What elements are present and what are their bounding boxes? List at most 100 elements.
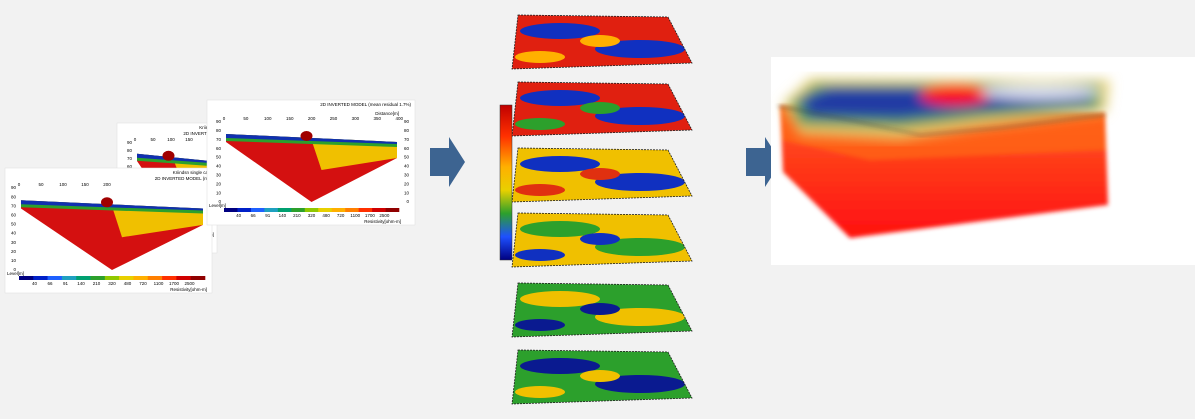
level-tick: 60: [11, 213, 17, 218]
colorbar-label: 1700: [365, 213, 376, 218]
level-tick: 60: [127, 164, 133, 169]
section-blue: [21, 200, 203, 211]
level-tick: 80: [216, 128, 222, 133]
level-tick: 80: [11, 194, 17, 199]
depth-slice: [512, 148, 692, 202]
slice-outline: [511, 349, 693, 405]
slice-zone: [580, 303, 620, 315]
section-panel: 2D INVERTED MODEL (mean residual 1.7%) Di…: [206, 99, 416, 226]
section-yellow: [112, 206, 203, 238]
colorbar-cell: [264, 208, 279, 212]
depth-slice: [512, 283, 692, 337]
level-tick: 90: [404, 119, 410, 124]
distance-tick: 350: [374, 116, 382, 121]
distance-tick: 50: [150, 137, 156, 142]
level-tick: 20: [11, 249, 17, 254]
colorbar-cell: [277, 208, 292, 212]
colorbar-label: 66: [47, 281, 53, 286]
colorbar-label: 66: [251, 213, 257, 218]
distance-tick: 0: [18, 182, 21, 187]
slice-outline: [511, 147, 693, 203]
level-tick: 40: [11, 231, 17, 236]
slice-zone: [595, 308, 685, 326]
level-tick: 60: [216, 146, 222, 151]
level-tick: 50: [216, 155, 222, 160]
level-tick: 40: [404, 164, 410, 169]
level-tick: 70: [11, 203, 17, 208]
panel-title: 2D INVERTED MODEL (mean residual 1.7%): [320, 102, 411, 107]
slice-zone: [520, 90, 600, 106]
level-tick: 10: [404, 190, 410, 195]
block-model: [771, 57, 1195, 265]
slice-zone: [595, 40, 685, 58]
colorbar-label: 720: [139, 281, 147, 286]
colorbar-label: 210: [93, 281, 101, 286]
colorbar-cell: [133, 276, 149, 280]
slice-zone: [580, 35, 620, 47]
section-blue: [226, 134, 397, 144]
slice-outline: [511, 14, 693, 70]
colorbar-cell: [190, 276, 206, 280]
slice-outline: [511, 81, 693, 137]
distance-tick: 0: [134, 137, 137, 142]
distance-tick: 150: [286, 116, 294, 121]
level-tick: 50: [404, 155, 410, 160]
level-tick: 0: [406, 199, 409, 204]
colorbar-title: Resistivity[ohm-m]: [364, 219, 401, 224]
colorbar-cell: [345, 208, 359, 212]
distance-tick: 400: [395, 116, 403, 121]
colorbar-cell: [76, 276, 91, 280]
slice-zone: [520, 291, 600, 307]
distance-tick: 100: [264, 116, 272, 121]
distance-tick: 150: [81, 182, 89, 187]
colorbar-cell: [61, 276, 77, 280]
slice-zone: [520, 358, 600, 374]
colorbar-label: 140: [77, 281, 85, 286]
distance-label: Distance[m]: [375, 111, 399, 116]
slice-zone: [520, 23, 600, 39]
panel-title: Kriindsn single ca: [173, 170, 209, 175]
section-anomaly: [300, 131, 313, 141]
panel-title: 2D INVERTED MODEL (m: [155, 176, 209, 181]
colorbar-cell: [33, 276, 48, 280]
level-tick: 60: [404, 146, 410, 151]
colorbar-cell: [104, 276, 120, 280]
section-anomaly: [162, 150, 175, 161]
colorbar-label: 140: [279, 213, 287, 218]
colorbar-title: Resistivity[ohm-m]: [170, 287, 207, 292]
distance-tick: 300: [352, 116, 360, 121]
colorbar-label: 40: [32, 281, 38, 286]
colorbar-cell: [224, 208, 238, 212]
colorbar-label: 320: [308, 213, 316, 218]
level-tick: 30: [404, 173, 410, 178]
colorbar-cell: [90, 276, 106, 280]
distance-tick: 200: [103, 182, 111, 187]
slice-zone: [595, 375, 685, 393]
slice-zone: [520, 221, 600, 237]
level-tick: 30: [216, 173, 222, 178]
distance-tick: 200: [308, 116, 316, 121]
colorbar-cell: [176, 276, 191, 280]
slice-zone: [520, 156, 600, 172]
level-tick: 20: [216, 181, 222, 186]
level-tick: 70: [216, 137, 222, 142]
colorbar-label: 2500: [184, 281, 195, 286]
colorbar-cell: [47, 276, 63, 280]
distance-tick: 50: [243, 116, 249, 121]
level-label: Level[m]: [209, 203, 226, 208]
depth-slices: [511, 14, 693, 405]
level-tick: 40: [216, 164, 222, 169]
level-tick: 10: [216, 190, 222, 195]
slice-zone: [515, 51, 565, 63]
colorbar-label: 91: [265, 213, 271, 218]
slice-zone: [515, 184, 565, 196]
colorbar-label: 40: [236, 213, 242, 218]
colorbar-cell: [358, 208, 373, 212]
slice-zone: [595, 173, 685, 191]
colorbar-label: 1100: [350, 213, 360, 218]
slice-zone: [515, 386, 565, 398]
colorbar-cell: [162, 276, 177, 280]
level-tick: 90: [216, 119, 222, 124]
